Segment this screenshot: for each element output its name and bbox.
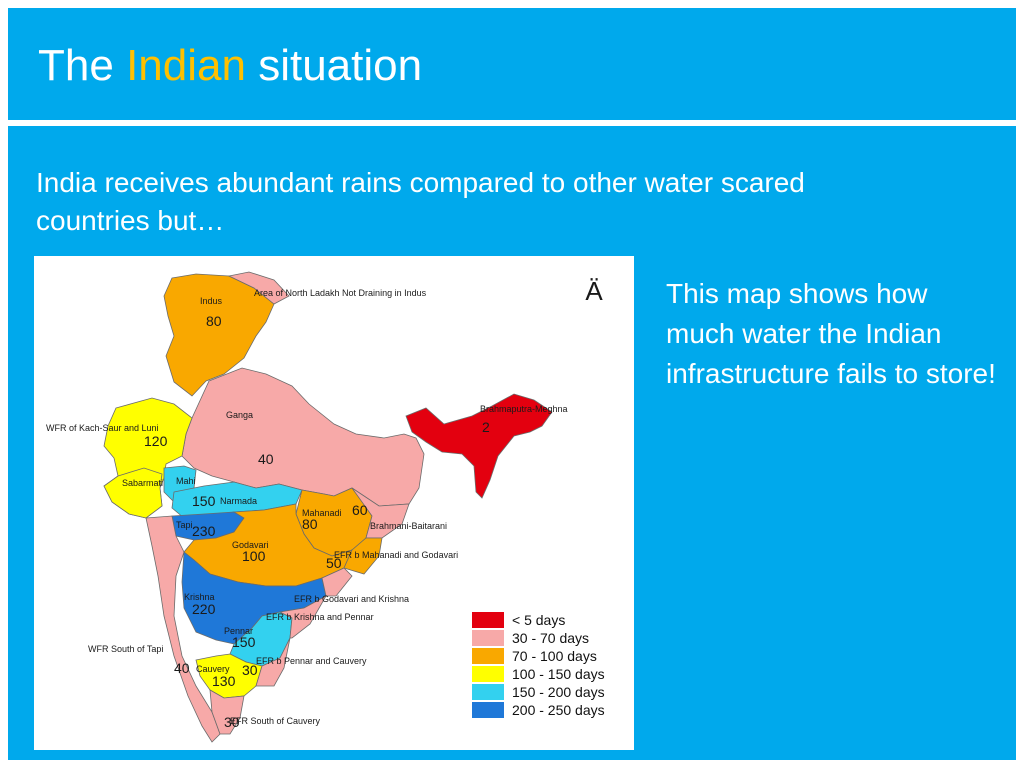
india-water-storage-map: Ä Area of North Ladakh Not Draining in I… (34, 256, 634, 750)
label-tapi: Tapi (176, 520, 193, 530)
value-mahanadi: 80 (302, 516, 318, 532)
value-pennar: 150 (232, 634, 256, 650)
legend-label: 150 - 200 days (512, 684, 605, 700)
value-indus: 80 (206, 313, 222, 329)
slide-title: The Indian situation (38, 44, 422, 88)
region-sabarmati (103, 467, 163, 519)
slide-content: India receives abundant rains compared t… (8, 126, 1016, 760)
north-arrow-icon: Ä (585, 276, 603, 306)
value-wfr-south-tapi: 40 (174, 660, 190, 676)
label-narmada: Narmada (220, 496, 257, 506)
value-narmada: 150 (192, 493, 216, 509)
intro-text: India receives abundant rains compared t… (36, 167, 805, 236)
region-north-ladakh (227, 271, 290, 305)
label-godavari: Godavari (232, 540, 269, 550)
title-pre: The (38, 41, 114, 90)
map-svg: Ä Area of North Ladakh Not Draining in I… (46, 271, 605, 743)
title-post: situation (258, 41, 423, 90)
label-krishna: Krishna (184, 592, 215, 602)
side-note: This map shows how much water the Indian… (666, 278, 996, 389)
value-godavari: 100 (242, 548, 266, 564)
label-indus: Indus (200, 296, 223, 306)
label-brahmani: Brahmani-Baitarani (370, 521, 447, 531)
legend-label: 70 - 100 days (512, 648, 597, 664)
label-cauvery: Cauvery (196, 664, 230, 674)
value-efr-south-cauvery: 30 (224, 714, 240, 730)
value-mahanadi-extra: 60 (352, 502, 368, 518)
value-efr-mahanadi-godavari: 50 (326, 555, 342, 571)
value-krishna: 220 (192, 601, 216, 617)
legend-swatch (472, 630, 504, 646)
label-efr-godavari-krishna: EFR b Godavari and Krishna (294, 594, 409, 604)
title-highlight: Indian (126, 41, 246, 90)
label-ganga: Ganga (226, 410, 253, 420)
region-efr-pennar-cauvery (255, 637, 291, 687)
label-efr-pennar-cauvery: EFR b Pennar and Cauvery (256, 656, 367, 666)
label-mahi: Mahi (176, 476, 196, 486)
value-tapi: 230 (192, 523, 216, 539)
label-brahmaputra: Brahmaputra-Meghna (480, 404, 568, 414)
label-pennar: Pennar (224, 626, 253, 636)
label-wfr-south-tapi: WFR South of Tapi (88, 644, 163, 654)
label-efr-south-cauvery: EFR South of Cauvery (230, 716, 321, 726)
legend-swatch (472, 702, 504, 718)
label-kach: WFR of Kach-Saur and Luni (46, 423, 159, 433)
region-brahmani (351, 487, 410, 539)
legend-label: 30 - 70 days (512, 630, 589, 646)
slide-header: The Indian situation (8, 8, 1016, 120)
map-legend: < 5 days 30 - 70 days 70 - 100 days 100 … (472, 612, 605, 718)
value-ganga: 40 (258, 451, 274, 467)
legend-swatch (472, 666, 504, 682)
label-north-ladakh: Area of North Ladakh Not Draining in Ind… (254, 288, 427, 298)
legend-swatch (472, 648, 504, 664)
legend-swatch (472, 612, 504, 628)
legend-label: < 5 days (512, 612, 565, 628)
value-efr-pennar-cauvery: 30 (242, 662, 258, 678)
label-sabarmati: Sabarmati (122, 478, 163, 488)
label-efr-mahanadi-godavari: EFR b Mahanadi and Godavari (334, 550, 458, 560)
legend-label: 100 - 150 days (512, 666, 605, 682)
region-brahmaputra (405, 393, 553, 499)
region-efr-krishna-pennar (278, 594, 328, 639)
label-mahanadi: Mahanadi (302, 508, 342, 518)
value-cauvery: 130 (212, 673, 236, 689)
legend-swatch (472, 684, 504, 700)
region-efr-godavari-krishna (321, 567, 353, 597)
region-efr-south-cauvery (209, 689, 245, 735)
value-kach: 120 (144, 433, 168, 449)
label-efr-krishna-pennar: EFR b Krishna and Pennar (266, 612, 374, 622)
value-brahmaputra: 2 (482, 419, 490, 435)
legend-label: 200 - 250 days (512, 702, 605, 718)
